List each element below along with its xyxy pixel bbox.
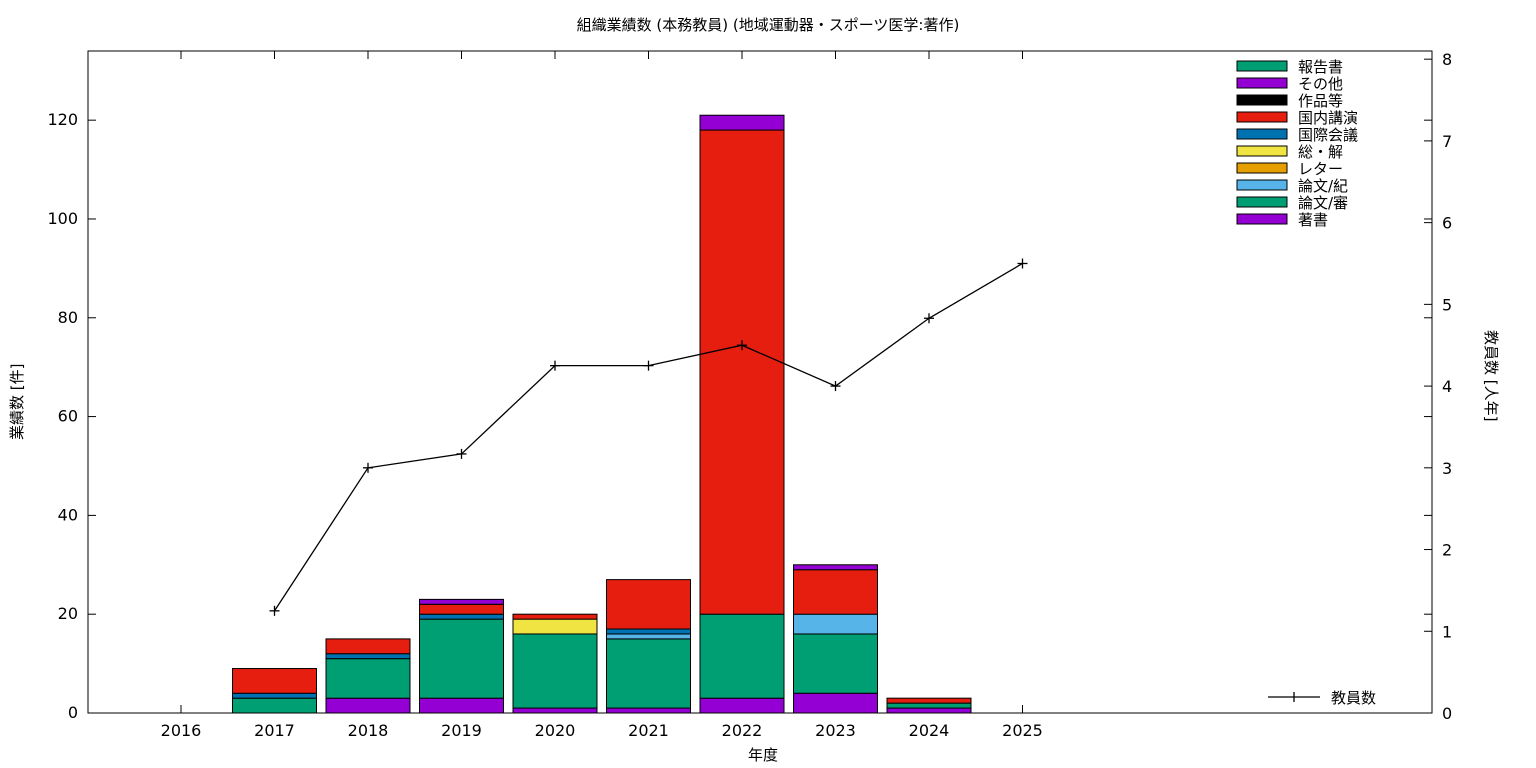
legend-label: 著書 (1298, 211, 1328, 229)
x-tick-label: 2023 (815, 721, 856, 740)
x-tick-label: 2020 (535, 721, 576, 740)
y2-tick-label: 0 (1442, 704, 1452, 723)
legend-swatch (1236, 94, 1288, 106)
bar-segment (419, 603, 504, 615)
bar-segment (793, 692, 878, 714)
x-tick-label: 2025 (1002, 721, 1043, 740)
y-tick-label: 40 (58, 505, 78, 524)
bar-segment (699, 697, 785, 714)
bar-segment (419, 613, 504, 620)
y-tick-label: 60 (58, 407, 78, 426)
y-tick-label: 120 (47, 110, 78, 129)
bar-segment (793, 564, 878, 571)
bar-segment (512, 613, 598, 620)
x-tick-label: 2022 (722, 721, 763, 740)
line-series (273, 262, 1023, 612)
y-tick-label: 20 (58, 604, 78, 623)
bar-segment (512, 633, 598, 709)
y-tick-label: 0 (68, 703, 78, 722)
legend-swatch (1236, 111, 1288, 123)
x-tick-label: 2018 (348, 721, 389, 740)
bar-segment (606, 579, 691, 630)
legend-label: 国内講演 (1298, 109, 1358, 127)
x-tick-label: 2021 (628, 721, 669, 740)
legend-swatch (1236, 128, 1288, 140)
legend-label: 論文/紀 (1298, 177, 1348, 195)
x-tick-label: 2019 (441, 721, 482, 740)
y2-tick-label: 8 (1442, 50, 1452, 69)
x-tick-label: 2017 (254, 721, 295, 740)
y2-tick-label: 4 (1442, 377, 1452, 396)
legend-swatch (1236, 196, 1288, 208)
legend-label: 論文/審 (1298, 194, 1348, 212)
bar-segment (325, 638, 411, 655)
y-tick-label: 80 (58, 308, 78, 327)
legend-label: レター (1298, 160, 1343, 178)
x-axis-label: 年度 (748, 746, 779, 764)
bar-segment (512, 618, 598, 635)
bar-segment (886, 707, 972, 714)
legend-swatch (1236, 77, 1288, 89)
y2-tick-label: 3 (1442, 459, 1452, 478)
bar-segment (325, 653, 411, 660)
y2-tick-label: 2 (1442, 541, 1452, 560)
bar-segment (325, 658, 411, 699)
legend-label: 国際会議 (1298, 126, 1358, 144)
bar-segment (232, 668, 317, 694)
legend-swatch (1236, 213, 1288, 225)
y2-tick-label: 7 (1442, 132, 1452, 151)
bar-segment (325, 697, 411, 714)
bar-segment (232, 692, 317, 699)
bar-segment (419, 598, 504, 605)
bar-segment (886, 697, 972, 704)
y-tick-label: 100 (47, 209, 78, 228)
bar-segment (419, 697, 504, 714)
legend-label: 総・解 (1298, 143, 1343, 161)
legend-swatch (1236, 145, 1288, 157)
bar-segment (606, 638, 691, 709)
bar-segment (699, 114, 785, 131)
y2-tick-label: 1 (1442, 622, 1452, 641)
x-tick-label: 2024 (909, 721, 950, 740)
bar-segment (606, 633, 691, 640)
legend-swatch (1236, 179, 1288, 191)
bar-segment (512, 707, 598, 714)
bar-segment (232, 697, 317, 714)
bar-segment (606, 707, 691, 714)
x-tick-label: 2016 (161, 721, 202, 740)
bar-segment (699, 129, 785, 615)
bar-segment (606, 628, 691, 635)
legend-label: その他 (1298, 75, 1343, 93)
legend-label: 作品等 (1298, 92, 1343, 110)
bar-segment (793, 633, 878, 694)
legend-line-label: 教員数 (1331, 689, 1376, 707)
chart-title: 組織業績数 (本務教員) (地域運動器・スポーツ医学:著作) (576, 16, 960, 34)
y2-tick-label: 6 (1442, 214, 1452, 233)
legend-label: 報告書 (1298, 58, 1343, 76)
legend-swatch (1236, 162, 1288, 174)
bar-segment (699, 613, 785, 699)
legend-swatch (1236, 60, 1288, 72)
bar-segment (886, 702, 972, 709)
bar-segment (419, 618, 504, 699)
bar-segment (793, 613, 878, 635)
bar-segment (793, 569, 878, 615)
y2-tick-label: 5 (1442, 295, 1452, 314)
